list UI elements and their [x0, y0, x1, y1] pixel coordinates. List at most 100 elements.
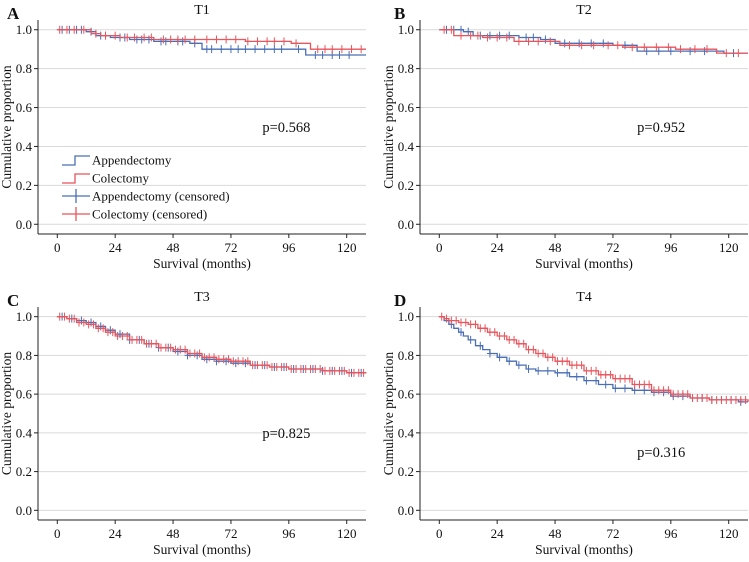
y-tick-label: 1.0	[16, 309, 32, 324]
censor-mark-colectomy	[547, 37, 554, 46]
censor-mark-appendectomy	[208, 45, 215, 54]
censor-mark-appendectomy	[506, 357, 513, 366]
panel-B: 0.0 0.2 0.4 0.6 0.8 1.0 0 24 48 72 96 120 Survival (…	[381, 3, 748, 271]
x-tick-label: 120	[719, 240, 739, 255]
censor-mark-colectomy	[607, 370, 614, 379]
censor-mark-colectomy	[141, 33, 148, 42]
censor-mark-appendectomy	[612, 384, 619, 393]
y-tick-label: 0.2	[398, 464, 414, 479]
censor-mark-colectomy	[244, 37, 251, 46]
censor-mark-colectomy	[646, 380, 653, 389]
censor-mark-colectomy	[341, 366, 348, 375]
censor-mark-colectomy	[182, 35, 189, 44]
censor-mark-colectomy	[317, 364, 324, 373]
censor-mark-colectomy	[80, 318, 87, 327]
x-tick-label: 24	[109, 240, 123, 255]
censor-mark-appendectomy	[252, 45, 259, 54]
censor-mark-appendectomy	[542, 35, 549, 44]
censor-mark-colectomy	[148, 33, 155, 42]
censor-mark-colectomy	[225, 355, 232, 364]
panel-title: T1	[194, 3, 210, 18]
y-tick-label: 1.0	[398, 309, 414, 324]
y-tick-label: 1.0	[16, 22, 32, 37]
censor-mark-appendectomy	[573, 372, 580, 381]
censor-mark-colectomy	[448, 25, 455, 34]
censor-mark-colectomy	[549, 353, 556, 362]
x-axis-label: Survival (months)	[153, 256, 251, 271]
censor-mark-colectomy	[535, 37, 542, 46]
censor-mark-colectomy	[511, 335, 518, 344]
legend: Appendectomy Colectomy Appendectomy (censo…	[62, 153, 230, 222]
censor-mark-appendectomy	[271, 45, 278, 54]
censor-mark-colectomy	[458, 31, 464, 40]
x-tick-label: 24	[491, 526, 505, 541]
censor-mark-colectomy	[56, 25, 63, 34]
x-tick-label: 48	[549, 526, 562, 541]
y-axis-label: Cumulative proportion	[381, 352, 396, 476]
censor-mark-colectomy	[443, 314, 450, 323]
censor-mark-appendectomy	[515, 361, 522, 370]
censor-mark-appendectomy	[235, 45, 242, 54]
y-tick-label: 0.2	[16, 464, 32, 479]
censor-mark-appendectomy	[319, 51, 326, 60]
censor-mark-colectomy	[213, 35, 220, 44]
censor-mark-colectomy	[653, 43, 660, 52]
censor-mark-colectomy	[525, 37, 532, 46]
x-tick-label: 24	[109, 526, 123, 541]
censor-mark-colectomy	[593, 366, 600, 375]
censor-mark-colectomy	[232, 35, 239, 44]
y-tick-label: 0.2	[16, 178, 32, 193]
y-axis-label: Cumulative proportion	[0, 352, 14, 476]
censor-mark-appendectomy	[278, 45, 285, 54]
censor-mark-appendectomy	[486, 349, 493, 358]
censor-mark-colectomy	[264, 361, 271, 370]
censor-mark-appendectomy	[530, 33, 537, 42]
censor-mark-appendectomy	[561, 39, 568, 48]
x-axis-label: Survival (months)	[535, 256, 633, 271]
x-tick-label: 48	[549, 240, 562, 255]
censor-mark-colectomy	[153, 339, 160, 348]
p-value-annotation: p=0.568	[262, 120, 310, 136]
censor-mark-colectomy	[360, 368, 367, 377]
censor-mark-colectomy	[191, 35, 198, 44]
censor-mark-colectomy	[665, 43, 672, 52]
censor-mark-colectomy	[223, 35, 230, 44]
panel-A: 0.0 0.2 0.4 0.6 0.8 1.0 0 24 48 72 96 120 Survival (…	[0, 3, 366, 271]
censor-mark-colectomy	[578, 361, 585, 370]
censor-mark-colectomy	[160, 35, 167, 44]
censor-mark-colectomy	[472, 320, 479, 329]
censor-mark-colectomy	[723, 49, 730, 58]
censor-mark-colectomy	[112, 31, 119, 40]
censor-mark-colectomy	[564, 357, 571, 366]
censor-mark-colectomy	[293, 39, 300, 48]
x-tick-label: 0	[436, 526, 443, 541]
censor-mark-appendectomy	[261, 45, 268, 54]
censor-mark-colectomy	[453, 316, 460, 325]
y-tick-label: 0.8	[16, 61, 32, 76]
censor-mark-colectomy	[742, 395, 749, 404]
censor-mark-colectomy	[90, 320, 97, 329]
censor-mark-colectomy	[211, 353, 218, 362]
censor-mark-colectomy	[71, 314, 78, 323]
censor-mark-appendectomy	[600, 39, 607, 48]
panel-letter: C	[7, 291, 19, 310]
x-tick-label: 24	[491, 240, 505, 255]
censor-mark-colectomy	[338, 45, 345, 54]
x-tick-label: 0	[54, 526, 61, 541]
censor-mark-colectomy	[704, 45, 710, 54]
censor-mark-colectomy	[100, 324, 107, 333]
y-tick-label: 0.8	[398, 61, 414, 76]
censor-mark-colectomy	[80, 25, 87, 34]
censor-mark-colectomy	[704, 394, 710, 403]
panel-letter: D	[394, 291, 406, 310]
censor-mark-colectomy	[691, 45, 698, 54]
y-tick-label: 1.0	[398, 22, 414, 37]
censor-mark-colectomy	[182, 345, 189, 354]
censor-mark-colectomy	[629, 43, 636, 52]
censor-mark-appendectomy	[477, 341, 484, 350]
x-tick-label: 72	[606, 240, 619, 255]
censor-mark-colectomy	[109, 328, 116, 337]
censor-mark-colectomy	[281, 37, 287, 46]
y-tick-label: 0.2	[398, 178, 414, 193]
p-value-annotation: p=0.825	[262, 426, 310, 442]
